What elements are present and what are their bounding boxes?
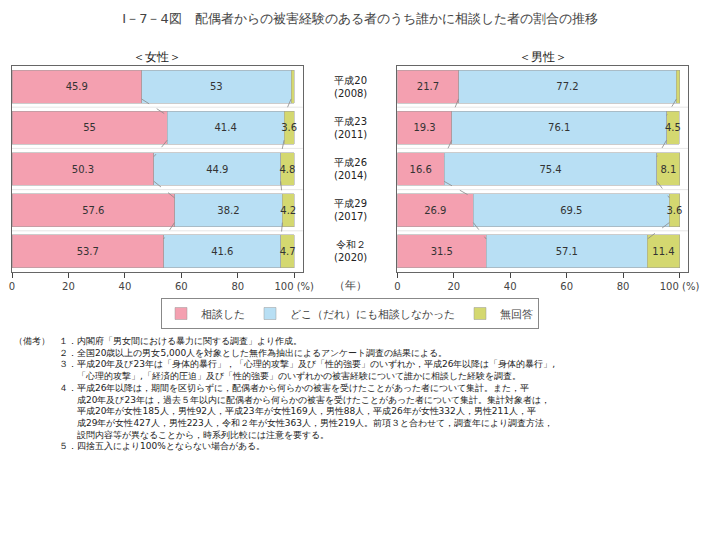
svg-text:60: 60 xyxy=(175,281,188,292)
svg-text:どこ（だれ）にも相談しなかった: どこ（だれ）にも相談しなかった xyxy=(290,308,455,321)
svg-text:8.1: 8.1 xyxy=(660,164,676,175)
svg-text:3.6: 3.6 xyxy=(281,122,297,133)
svg-text:20: 20 xyxy=(447,281,460,292)
svg-text:80: 80 xyxy=(231,281,244,292)
svg-text:57.1: 57.1 xyxy=(556,246,578,257)
svg-text:（備考） １．内閣府「男女間における暴力に関する調査」より作: （備考） １．内閣府「男女間における暴力に関する調査」より作成。 ２．全国20歳… xyxy=(14,336,555,451)
svg-text:20: 20 xyxy=(62,281,75,292)
svg-text:26.9: 26.9 xyxy=(424,205,446,216)
svg-text:4.8: 4.8 xyxy=(279,164,295,175)
svg-text:60: 60 xyxy=(560,281,573,292)
svg-text:40: 40 xyxy=(504,281,517,292)
svg-text:平成20(2008): 平成20(2008) xyxy=(334,75,367,99)
svg-text:4.2: 4.2 xyxy=(280,205,296,216)
svg-text:75.4: 75.4 xyxy=(539,164,561,175)
svg-text:令和２(2020): 令和２(2020) xyxy=(334,239,367,263)
svg-text:100 (%): 100 (%) xyxy=(274,281,314,292)
svg-text:19.3: 19.3 xyxy=(413,122,435,133)
svg-text:相談した: 相談した xyxy=(201,308,245,321)
svg-text:45.9: 45.9 xyxy=(66,81,88,92)
svg-text:31.5: 31.5 xyxy=(431,246,453,257)
svg-text:41.4: 41.4 xyxy=(215,122,237,133)
svg-text:57.6: 57.6 xyxy=(82,205,104,216)
svg-text:100 (%): 100 (%) xyxy=(660,281,700,292)
svg-text:0: 0 xyxy=(9,281,15,292)
svg-text:11.4: 11.4 xyxy=(652,246,674,257)
svg-text:16.6: 16.6 xyxy=(410,164,432,175)
svg-text:＜女性＞: ＜女性＞ xyxy=(133,50,181,64)
svg-text:53.7: 53.7 xyxy=(77,246,99,257)
svg-text:無回答: 無回答 xyxy=(500,308,533,321)
svg-text:4.7: 4.7 xyxy=(280,246,296,257)
svg-text:平成23(2011): 平成23(2011) xyxy=(334,116,367,140)
svg-text:41.6: 41.6 xyxy=(211,246,233,257)
svg-text:80: 80 xyxy=(617,281,630,292)
svg-text:38.2: 38.2 xyxy=(217,205,239,216)
svg-text:53: 53 xyxy=(210,81,223,92)
svg-text:55: 55 xyxy=(83,122,96,133)
svg-text:（年）: （年） xyxy=(334,279,367,292)
svg-text:69.5: 69.5 xyxy=(560,205,582,216)
svg-text:77.2: 77.2 xyxy=(556,81,578,92)
svg-text:40: 40 xyxy=(119,281,132,292)
svg-text:＜男性＞: ＜男性＞ xyxy=(519,50,567,64)
svg-text:平成29(2017): 平成29(2017) xyxy=(334,198,367,222)
svg-text:3.6: 3.6 xyxy=(666,205,682,216)
svg-text:0: 0 xyxy=(394,281,400,292)
svg-text:44.9: 44.9 xyxy=(206,164,228,175)
svg-text:50.3: 50.3 xyxy=(72,164,94,175)
svg-text:I－7－4図 配偶者からの被害経験のある者のうち誰かに相談し: I－7－4図 配偶者からの被害経験のある者のうち誰かに相談した者の割合の推移 xyxy=(122,11,597,26)
svg-text:21.7: 21.7 xyxy=(417,81,439,92)
svg-text:平成26(2014): 平成26(2014) xyxy=(334,157,367,181)
svg-text:76.1: 76.1 xyxy=(548,122,570,133)
svg-text:4.5: 4.5 xyxy=(665,122,681,133)
